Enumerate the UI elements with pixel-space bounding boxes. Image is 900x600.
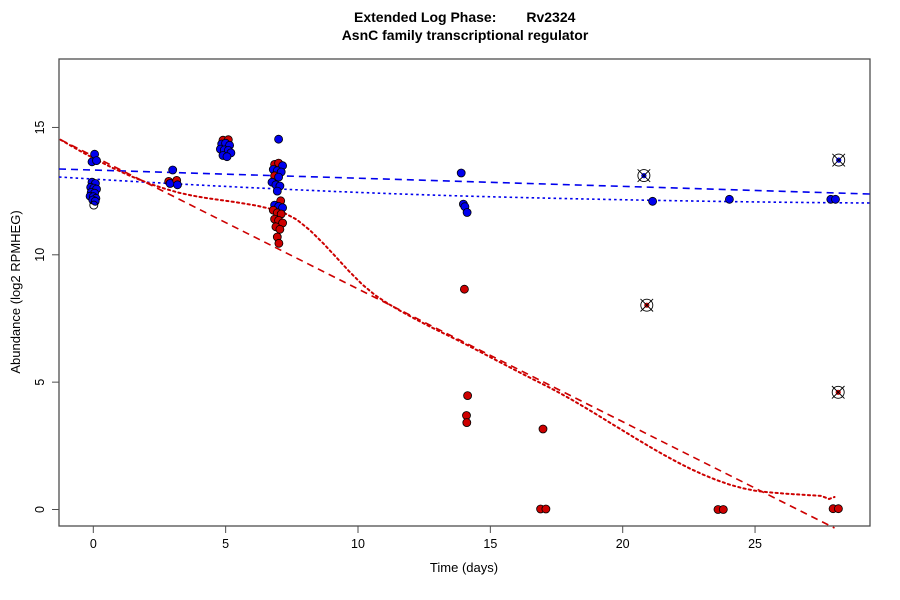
svg-text:15: 15 [483,537,497,551]
svg-text:5: 5 [33,379,47,386]
svg-text:AsnC family transcriptional re: AsnC family transcriptional regulator [342,27,589,43]
svg-text:15: 15 [33,120,47,134]
svg-text:Time (days): Time (days) [430,560,498,575]
svg-text:0: 0 [90,537,97,551]
svg-text:5: 5 [222,537,229,551]
svg-text:Abundance (log2 RPMHEG): Abundance (log2 RPMHEG) [8,210,23,373]
svg-text:0: 0 [33,506,47,513]
svg-text:10: 10 [33,248,47,262]
svg-text:25: 25 [748,537,762,551]
svg-text:20: 20 [616,537,630,551]
svg-text:Extended Log Phase:Rv2324: Extended Log Phase: Rv2324 [354,9,576,25]
svg-text:10: 10 [351,537,365,551]
